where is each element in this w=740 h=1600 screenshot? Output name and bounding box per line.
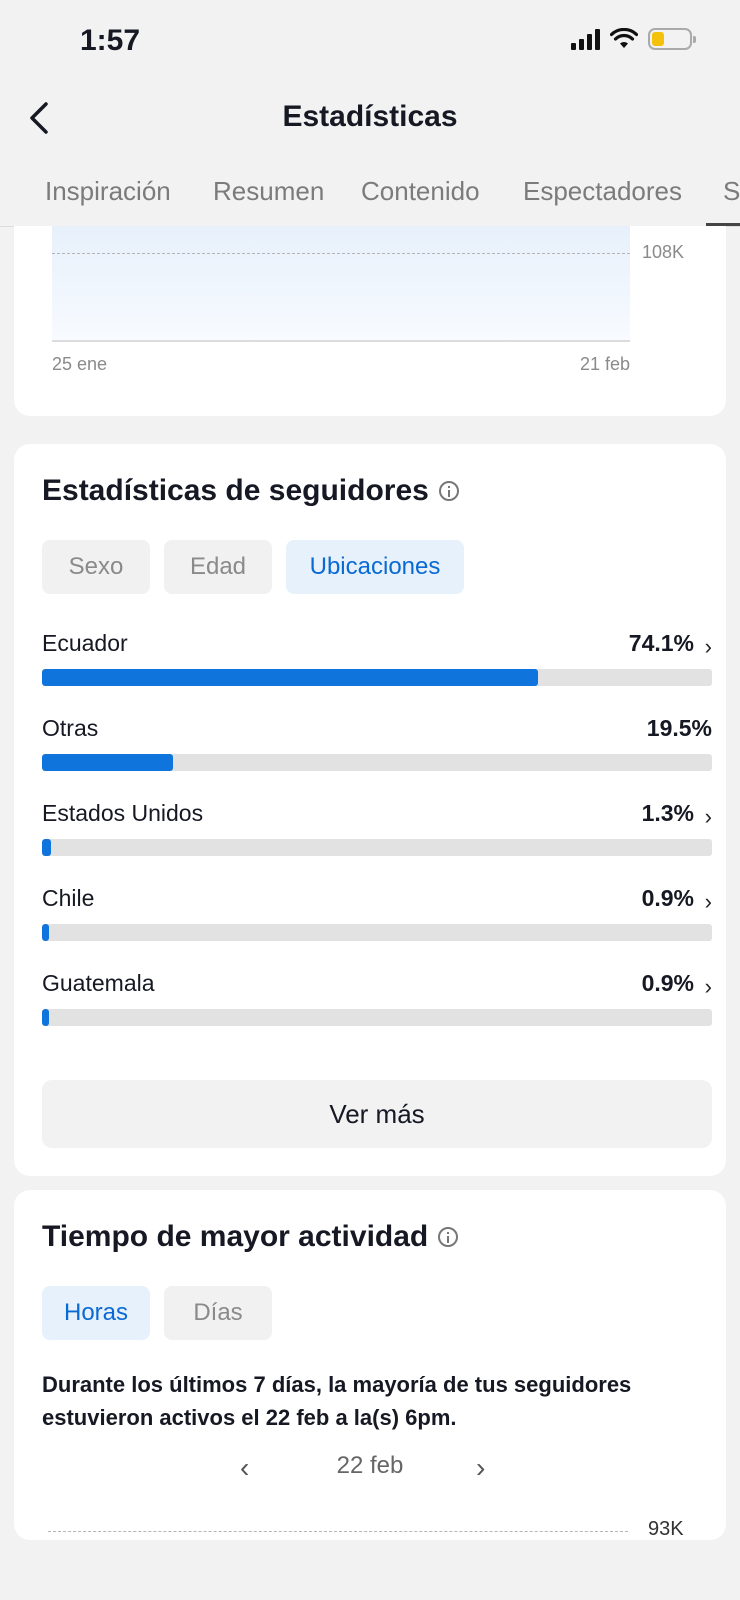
tab-seguidores[interactable]: S: [723, 176, 740, 206]
see-more-button[interactable]: Ver más: [42, 1080, 712, 1148]
location-name: Otras: [42, 715, 99, 741]
filter-sexo[interactable]: Sexo: [42, 540, 150, 594]
next-date-button[interactable]: ›: [476, 1452, 486, 1483]
tab-resumen[interactable]: Resumen: [213, 176, 325, 206]
location-name: Chile: [42, 885, 95, 911]
page-title: Estadísticas: [282, 100, 458, 133]
location-bar-track: [42, 669, 712, 686]
most-active-times-title: Tiempo de mayor actividad: [42, 1220, 459, 1254]
location-row-guatemala[interactable]: Guatemala 0.9% ›: [42, 970, 712, 1040]
location-name: Ecuador: [42, 630, 128, 656]
active-tab-indicator: [706, 223, 740, 226]
follower-insights-card: Estadísticas de seguidores Sexo Edad Ubi…: [14, 444, 726, 1176]
location-percent: 74.1%: [628, 630, 694, 656]
follower-insights-heading: Estadísticas de seguidores: [42, 474, 429, 507]
location-bar-fill: [42, 839, 51, 856]
location-bar-fill: [42, 924, 49, 941]
location-percent: 0.9%: [641, 970, 694, 996]
location-bar-fill: [42, 1009, 49, 1026]
chart-y-tick: 108K: [642, 242, 685, 262]
location-row-ecuador[interactable]: Ecuador 74.1% ›: [42, 630, 712, 700]
chart-gridline: [52, 253, 630, 254]
location-percent: 19.5%: [646, 715, 712, 741]
chevron-right-icon: ›: [704, 634, 712, 659]
current-date: 22 feb: [336, 1452, 404, 1479]
follower-insights-title: Estadísticas de seguidores: [42, 474, 459, 508]
tab-espectadores[interactable]: Espectadores: [523, 176, 682, 206]
date-navigator: ‹ 22 feb ›: [14, 1448, 726, 1488]
filter-dias[interactable]: Días: [164, 1286, 272, 1340]
info-icon[interactable]: [438, 481, 459, 501]
location-bar-track: [42, 754, 712, 771]
info-icon[interactable]: [438, 1227, 459, 1247]
activity-chart-gridline: [48, 1531, 628, 1532]
location-name: Estados Unidos: [42, 800, 204, 826]
chevron-right-icon: ›: [704, 804, 712, 829]
activity-description: Durante los últimos 7 días, la mayoría d…: [42, 1372, 632, 1430]
filter-horas[interactable]: Horas: [42, 1286, 150, 1340]
most-active-times-card: Tiempo de mayor actividad Horas Días Dur…: [14, 1190, 726, 1540]
wifi-icon: [610, 28, 638, 48]
location-bar-track: [42, 1009, 712, 1026]
location-bar-track: [42, 924, 712, 941]
tab-contenido[interactable]: Contenido: [361, 176, 480, 206]
tab-bar: Inspiración Resumen Contenido Espectador…: [0, 160, 740, 227]
navigation-bar: Estadísticas: [0, 84, 740, 156]
most-active-times-heading: Tiempo de mayor actividad: [42, 1220, 429, 1253]
location-bar-fill: [42, 669, 539, 686]
chevron-right-icon: ›: [704, 974, 712, 999]
chart-x-tick-start: 25 ene: [52, 354, 108, 374]
battery-icon: [648, 28, 696, 50]
location-bar-fill: [42, 754, 173, 771]
followers-chart-card: 108K 25 ene 21 feb: [14, 226, 726, 416]
location-row-otras: Otras 19.5%: [42, 715, 712, 785]
location-row-estados-unidos[interactable]: Estados Unidos 1.3% ›: [42, 800, 712, 870]
location-row-chile[interactable]: Chile 0.9% ›: [42, 885, 712, 955]
chevron-right-icon: ›: [704, 889, 712, 914]
status-time: 1:57: [80, 24, 141, 57]
location-name: Guatemala: [42, 970, 155, 996]
location-percent: 1.3%: [641, 800, 694, 826]
activity-chart-y-tick: 93K: [648, 1518, 684, 1540]
filter-edad[interactable]: Edad: [164, 540, 272, 594]
status-icons: [571, 28, 696, 50]
tab-inspiracion[interactable]: Inspiración: [45, 176, 171, 206]
cellular-signal-icon: [571, 28, 600, 50]
chart-area-fill: [52, 226, 630, 342]
filter-ubicaciones[interactable]: Ubicaciones: [286, 540, 464, 594]
chart-x-tick-end: 21 feb: [579, 354, 630, 374]
status-bar: 1:57: [0, 0, 740, 84]
location-bar-track: [42, 839, 712, 856]
location-percent: 0.9%: [641, 885, 694, 911]
battery-level: [652, 32, 664, 46]
chart-x-axis: [52, 340, 630, 342]
previous-date-button[interactable]: ‹: [240, 1452, 250, 1483]
back-arrow-icon[interactable]: [22, 98, 58, 138]
